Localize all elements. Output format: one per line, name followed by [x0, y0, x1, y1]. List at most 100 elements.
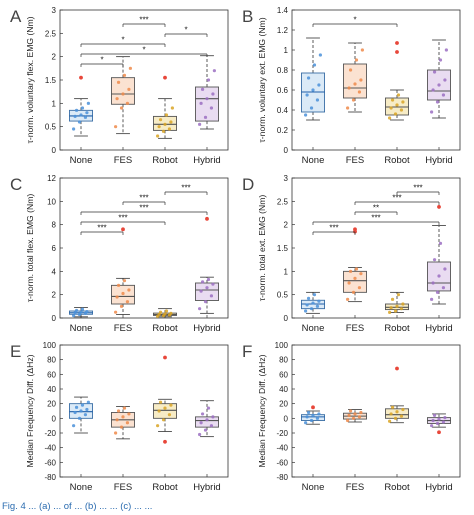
panel-f: F -80 -60 -40 -20 0 20 40 60 80 100 Median Frequenc… [242, 341, 461, 493]
y-tick-label: 60 [47, 370, 56, 379]
x-tick-label-fes: FES [114, 482, 132, 493]
data-point-robot [161, 418, 166, 422]
data-point-hybrid [203, 300, 208, 304]
y-tick-label: 20 [279, 400, 288, 409]
data-point-fes [121, 92, 125, 96]
box-robot [152, 403, 177, 419]
y-tick-label: 0.4 [277, 106, 289, 115]
y-tick-label: -60 [44, 458, 56, 467]
y-tick-label: -40 [44, 444, 56, 453]
significance-label: *** [97, 224, 106, 233]
data-point-fes [115, 295, 119, 299]
data-point-fes [359, 272, 363, 276]
data-point-robot [389, 306, 393, 310]
data-point-none [85, 111, 89, 115]
data-point-robot [401, 100, 405, 104]
y-tick-label: 2 [52, 291, 57, 300]
y-tick-label: 2 [284, 221, 289, 230]
outlier-hybrid [437, 205, 441, 209]
data-point-hybrid [199, 101, 203, 105]
data-point-hybrid [443, 416, 447, 420]
y-tick-label: 40 [47, 385, 56, 394]
y-tick-label: -60 [276, 458, 288, 467]
data-point-hybrid [206, 78, 211, 82]
data-point-robot [393, 112, 398, 116]
data-point-none [315, 416, 320, 420]
data-point-hybrid [199, 289, 203, 293]
data-point-none [318, 53, 322, 57]
data-point-robot [388, 116, 392, 120]
data-point-hybrid [199, 421, 203, 425]
significance-label: ** [373, 204, 379, 213]
y-tick-label: 2 [52, 53, 57, 62]
data-point-fes [119, 304, 124, 308]
data-point-robot [167, 127, 172, 131]
data-point-hybrid [209, 106, 214, 110]
outlier-robot [395, 41, 399, 45]
y-tick-label: 0.2 [277, 126, 289, 135]
data-point-robot [388, 419, 392, 423]
data-point-none [309, 307, 314, 311]
data-point-hybrid [209, 294, 214, 298]
data-point-hybrid [431, 88, 435, 92]
data-point-robot [396, 293, 401, 297]
y-tick-label: 1.5 [45, 76, 57, 85]
data-point-robot [163, 312, 167, 316]
data-point-fes [360, 48, 364, 52]
data-point-none [72, 127, 76, 131]
data-point-fes [119, 106, 124, 110]
y-tick-label: 0 [52, 414, 57, 423]
y-tick-label: 100 [43, 341, 57, 350]
data-point-hybrid [212, 69, 216, 73]
panel-letter: E [10, 342, 21, 361]
plot-frame [291, 9, 461, 151]
data-point-fes [114, 125, 118, 129]
data-point-robot [390, 98, 395, 102]
y-tick-label: 80 [47, 356, 56, 365]
x-tick-label-robot: Robot [152, 155, 178, 166]
data-point-fes [359, 410, 363, 415]
data-point-fes [353, 412, 357, 416]
data-point-robot [399, 307, 404, 311]
data-point-robot [169, 120, 173, 124]
data-point-hybrid [198, 307, 202, 311]
x-tick-label-fes: FES [346, 482, 364, 493]
data-point-none [83, 413, 88, 417]
data-point-hybrid [443, 267, 447, 271]
outlier-robot [163, 355, 167, 360]
y-tick-label: -20 [44, 429, 56, 438]
data-point-hybrid [437, 274, 441, 278]
panel-letter: D [242, 175, 254, 194]
outlier-hybrid [437, 430, 441, 435]
data-point-robot [393, 416, 398, 420]
y-tick-label: 0 [52, 146, 57, 155]
data-point-hybrid [200, 412, 205, 416]
data-point-fes [115, 97, 119, 101]
data-point-none [309, 418, 314, 423]
y-tick-label: 100 [275, 341, 289, 350]
box-fes [343, 63, 368, 99]
data-point-hybrid [203, 115, 208, 119]
y-tick-label: 0.6 [277, 86, 289, 95]
data-point-hybrid [438, 241, 443, 245]
significance-label: *** [329, 224, 338, 233]
data-point-fes [351, 98, 356, 102]
data-point-fes [119, 425, 124, 429]
data-point-robot [401, 302, 405, 306]
x-tick-label-robot: Robot [152, 323, 178, 334]
significance-label: *** [371, 214, 380, 223]
data-point-robot [389, 412, 393, 416]
significance-label: *** [181, 184, 190, 193]
y-tick-label: -80 [276, 473, 288, 482]
x-tick-label-hybrid: Hybrid [193, 482, 220, 493]
data-point-robot [163, 122, 167, 126]
data-point-fes [351, 290, 356, 294]
data-point-robot [393, 309, 398, 313]
data-point-fes [348, 409, 353, 413]
y-tick-label: 3 [284, 174, 289, 183]
data-point-robot [157, 312, 161, 317]
panel-b: B 0 0.2 0.4 0.6 0.8 1 1.2 1.4 τ-norm. voluntary e… [242, 6, 461, 166]
data-point-none [306, 410, 311, 415]
x-tick-label-hybrid: Hybrid [425, 323, 452, 334]
